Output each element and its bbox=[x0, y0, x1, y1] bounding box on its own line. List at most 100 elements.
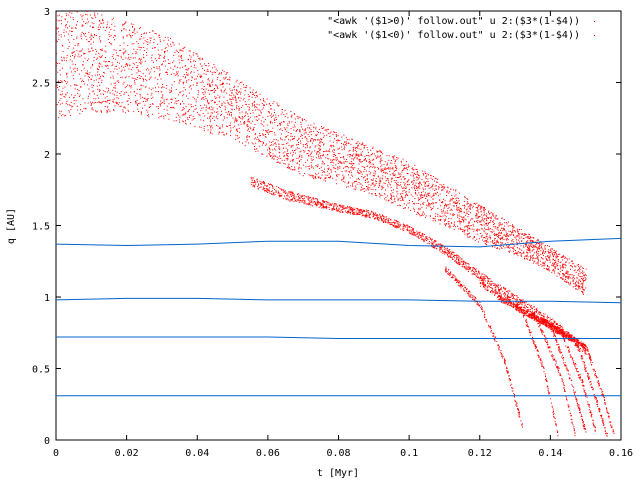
scatter-point bbox=[72, 17, 74, 19]
scatter-point bbox=[91, 17, 93, 19]
scatter-point bbox=[328, 173, 330, 175]
scatter-point bbox=[228, 111, 230, 113]
scatter-point bbox=[502, 236, 504, 238]
scatter-point bbox=[346, 142, 348, 144]
scatter-point bbox=[238, 83, 240, 85]
scatter-point bbox=[320, 149, 321, 151]
scatter-point bbox=[254, 134, 256, 136]
scatter-point bbox=[582, 273, 584, 275]
scatter-point bbox=[476, 220, 478, 222]
scatter-point bbox=[287, 135, 289, 137]
scatter-point bbox=[439, 250, 441, 252]
scatter-point bbox=[396, 227, 398, 229]
scatter-point bbox=[564, 256, 566, 258]
scatter-point bbox=[418, 231, 420, 233]
scatter-point bbox=[316, 151, 318, 153]
scatter-point bbox=[529, 236, 531, 238]
scatter-point bbox=[158, 35, 160, 37]
scatter-point bbox=[297, 129, 298, 131]
scatter-point bbox=[238, 91, 240, 93]
scatter-point bbox=[120, 105, 122, 107]
scatter-point bbox=[274, 122, 276, 124]
scatter-point bbox=[534, 258, 536, 259]
scatter-point bbox=[497, 241, 499, 243]
scatter-point bbox=[269, 145, 271, 146]
scatter-point bbox=[251, 91, 253, 93]
scatter-point bbox=[555, 257, 557, 259]
scatter-point bbox=[147, 67, 149, 69]
scatter-point bbox=[300, 140, 301, 142]
scatter-point bbox=[247, 128, 249, 130]
scatter-point bbox=[551, 250, 553, 252]
scatter-point bbox=[374, 173, 376, 175]
x-tick-label: 0.14 bbox=[538, 448, 562, 459]
scatter-point bbox=[418, 182, 420, 184]
scatter-point bbox=[101, 82, 103, 84]
scatter-point bbox=[186, 95, 187, 97]
scatter-point bbox=[250, 176, 252, 178]
scatter-point bbox=[112, 75, 114, 77]
scatter-point bbox=[278, 147, 280, 149]
scatter-point bbox=[352, 155, 354, 157]
scatter-point bbox=[557, 261, 559, 263]
scatter-point bbox=[481, 218, 483, 220]
scatter-point bbox=[150, 94, 152, 96]
scatter-point bbox=[575, 285, 576, 287]
scatter-point bbox=[292, 169, 293, 171]
scatter-point bbox=[465, 225, 467, 227]
scatter-point bbox=[356, 158, 358, 160]
scatter-point bbox=[353, 153, 355, 155]
scatter-point bbox=[581, 282, 583, 284]
scatter-point bbox=[288, 166, 290, 168]
scatter-point bbox=[148, 87, 150, 89]
scatter-point bbox=[422, 195, 424, 197]
scatter-point bbox=[302, 149, 304, 151]
scatter-point bbox=[348, 206, 350, 208]
scatter-point bbox=[499, 224, 501, 226]
scatter-point bbox=[343, 162, 345, 164]
scatter-point bbox=[211, 72, 213, 74]
scatter-point bbox=[333, 156, 335, 157]
scatter-point bbox=[523, 245, 524, 247]
scatter-point bbox=[105, 61, 107, 63]
scatter-point bbox=[309, 154, 311, 156]
scatter-point bbox=[416, 230, 418, 232]
scatter-point bbox=[566, 331, 568, 333]
scatter-point bbox=[367, 187, 369, 189]
scatter-point bbox=[384, 168, 386, 170]
scatter-point bbox=[273, 155, 275, 157]
scatter-point bbox=[92, 90, 94, 92]
scatter-point bbox=[565, 261, 567, 263]
scatter-point bbox=[178, 119, 180, 121]
scatter-point bbox=[336, 176, 338, 177]
scatter-point bbox=[479, 278, 481, 279]
scatter-point bbox=[486, 215, 488, 217]
scatter-point bbox=[342, 208, 344, 210]
scatter-point bbox=[353, 188, 355, 190]
scatter-point bbox=[86, 14, 88, 16]
scatter-point bbox=[188, 103, 190, 105]
scatter-point bbox=[93, 80, 95, 82]
scatter-point bbox=[330, 204, 332, 206]
scatter-point bbox=[393, 225, 395, 227]
scatter-point bbox=[495, 288, 497, 290]
scatter-point bbox=[71, 12, 73, 14]
scatter-point bbox=[421, 184, 422, 186]
scatter-point bbox=[358, 182, 360, 183]
scatter-point bbox=[554, 262, 556, 263]
scatter-point bbox=[287, 153, 289, 154]
scatter-point bbox=[286, 197, 288, 199]
scatter-point bbox=[576, 280, 578, 282]
scatter-point bbox=[237, 135, 238, 137]
scatter-point bbox=[544, 264, 546, 266]
scatter-point bbox=[211, 74, 213, 76]
scatter-point bbox=[343, 208, 345, 210]
scatter-point bbox=[69, 11, 71, 13]
scatter-point bbox=[374, 155, 376, 157]
scatter-point bbox=[91, 35, 93, 37]
scatter-point bbox=[182, 120, 184, 122]
scatter-point bbox=[565, 272, 567, 274]
scatter-point bbox=[449, 200, 451, 202]
scatter-point bbox=[552, 269, 554, 271]
scatter-point bbox=[71, 94, 73, 96]
